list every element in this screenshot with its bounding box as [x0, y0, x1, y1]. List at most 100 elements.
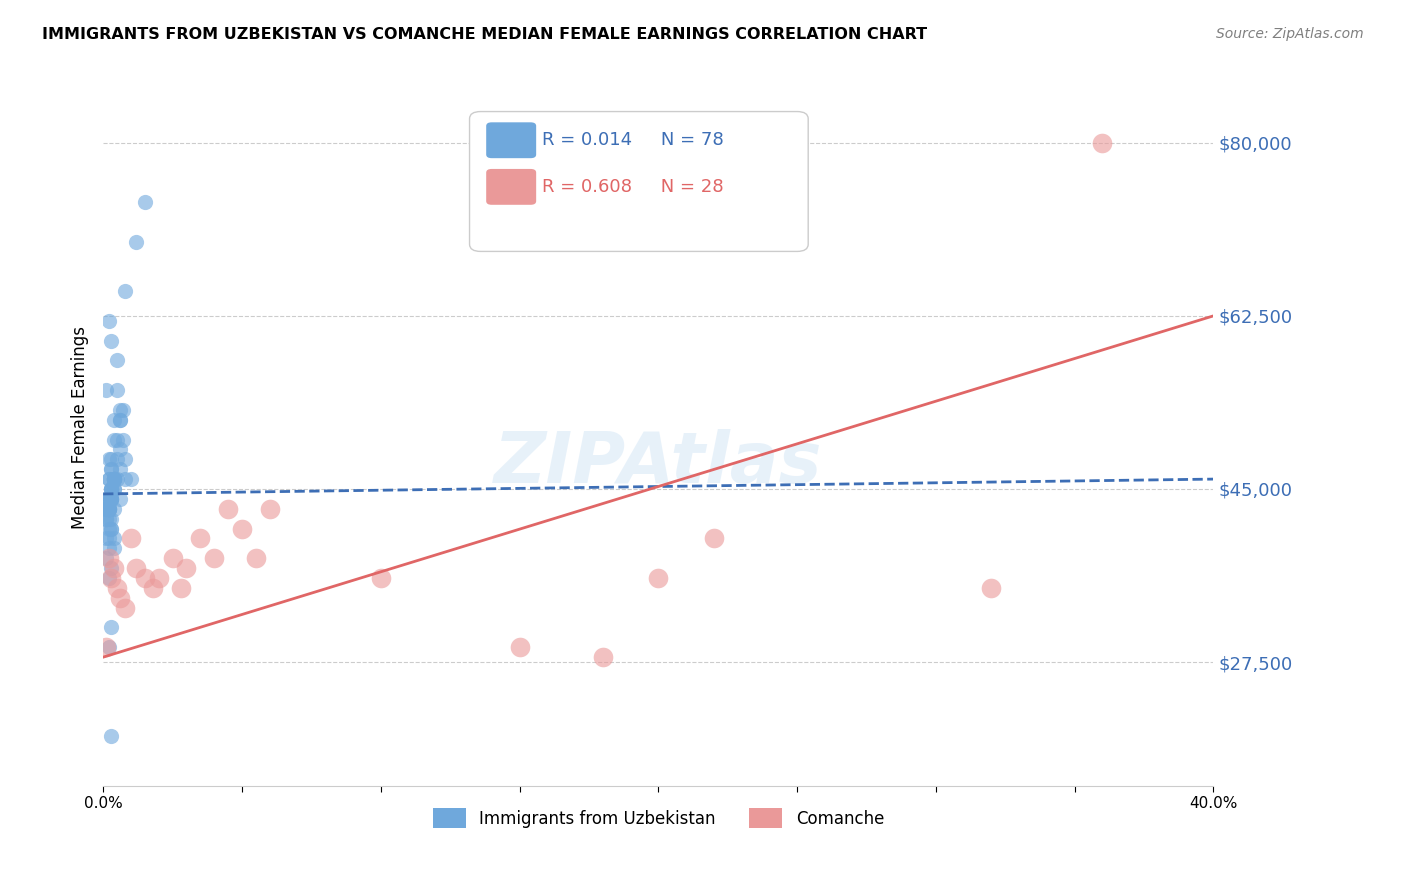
Point — [245, 551, 267, 566]
Point — [100, 491, 122, 506]
Point — [103, 532, 125, 546]
Text: R = 0.608     N = 28: R = 0.608 N = 28 — [541, 178, 723, 196]
Point — [97, 491, 120, 506]
Point — [94, 383, 117, 397]
Point — [202, 551, 225, 566]
Point — [100, 334, 122, 348]
Point — [97, 452, 120, 467]
Point — [108, 462, 131, 476]
Point — [1091, 136, 1114, 150]
Point — [100, 482, 122, 496]
Point — [97, 314, 120, 328]
Point — [100, 729, 122, 743]
Point — [134, 571, 156, 585]
Point — [100, 511, 122, 525]
Point — [125, 561, 148, 575]
Point — [231, 522, 253, 536]
Point — [94, 491, 117, 506]
Point — [188, 532, 211, 546]
Point — [103, 413, 125, 427]
Point — [103, 472, 125, 486]
Point — [114, 600, 136, 615]
Point — [103, 433, 125, 447]
Point — [103, 561, 125, 575]
Point — [108, 591, 131, 605]
Point — [100, 462, 122, 476]
FancyBboxPatch shape — [486, 122, 536, 158]
Point — [97, 571, 120, 585]
Point — [97, 501, 120, 516]
Point — [97, 501, 120, 516]
Point — [108, 491, 131, 506]
Point — [97, 640, 120, 655]
Point — [592, 650, 614, 665]
Text: IMMIGRANTS FROM UZBEKISTAN VS COMANCHE MEDIAN FEMALE EARNINGS CORRELATION CHART: IMMIGRANTS FROM UZBEKISTAN VS COMANCHE M… — [42, 27, 928, 42]
Point — [105, 581, 128, 595]
Point — [103, 501, 125, 516]
Point — [94, 501, 117, 516]
Point — [176, 561, 198, 575]
Point — [100, 482, 122, 496]
Point — [94, 640, 117, 655]
Point — [97, 541, 120, 556]
Point — [100, 522, 122, 536]
Point — [94, 532, 117, 546]
Point — [97, 532, 120, 546]
Point — [508, 640, 530, 655]
Point — [103, 541, 125, 556]
Point — [100, 462, 122, 476]
Point — [370, 571, 392, 585]
Point — [103, 472, 125, 486]
Point — [97, 472, 120, 486]
Point — [97, 501, 120, 516]
Point — [114, 452, 136, 467]
Point — [148, 571, 170, 585]
Point — [97, 511, 120, 525]
Legend: Immigrants from Uzbekistan, Comanche: Immigrants from Uzbekistan, Comanche — [426, 801, 891, 835]
Point — [170, 581, 193, 595]
Point — [100, 522, 122, 536]
Point — [108, 413, 131, 427]
Point — [103, 482, 125, 496]
Point — [97, 522, 120, 536]
Point — [108, 413, 131, 427]
Point — [217, 501, 239, 516]
Point — [108, 402, 131, 417]
Point — [100, 491, 122, 506]
Point — [100, 482, 122, 496]
Point — [100, 491, 122, 506]
Point — [703, 532, 725, 546]
Point — [105, 353, 128, 368]
Point — [103, 472, 125, 486]
Point — [980, 581, 1002, 595]
Point — [100, 561, 122, 575]
Point — [103, 472, 125, 486]
Point — [120, 472, 142, 486]
FancyBboxPatch shape — [470, 112, 808, 252]
Point — [105, 452, 128, 467]
Point — [97, 491, 120, 506]
Point — [162, 551, 184, 566]
Point — [97, 491, 120, 506]
Point — [100, 482, 122, 496]
Point — [120, 532, 142, 546]
Point — [100, 620, 122, 634]
Point — [94, 511, 117, 525]
Text: Source: ZipAtlas.com: Source: ZipAtlas.com — [1216, 27, 1364, 41]
Point — [111, 402, 134, 417]
Y-axis label: Median Female Earnings: Median Female Earnings — [72, 326, 89, 529]
Point — [97, 501, 120, 516]
Point — [142, 581, 165, 595]
Point — [125, 235, 148, 249]
Point — [114, 472, 136, 486]
Point — [103, 482, 125, 496]
Text: R = 0.014     N = 78: R = 0.014 N = 78 — [541, 131, 724, 149]
Point — [94, 501, 117, 516]
Point — [97, 472, 120, 486]
Point — [94, 511, 117, 525]
Point — [100, 452, 122, 467]
Point — [105, 383, 128, 397]
Point — [105, 433, 128, 447]
Point — [100, 491, 122, 506]
Point — [94, 551, 117, 566]
